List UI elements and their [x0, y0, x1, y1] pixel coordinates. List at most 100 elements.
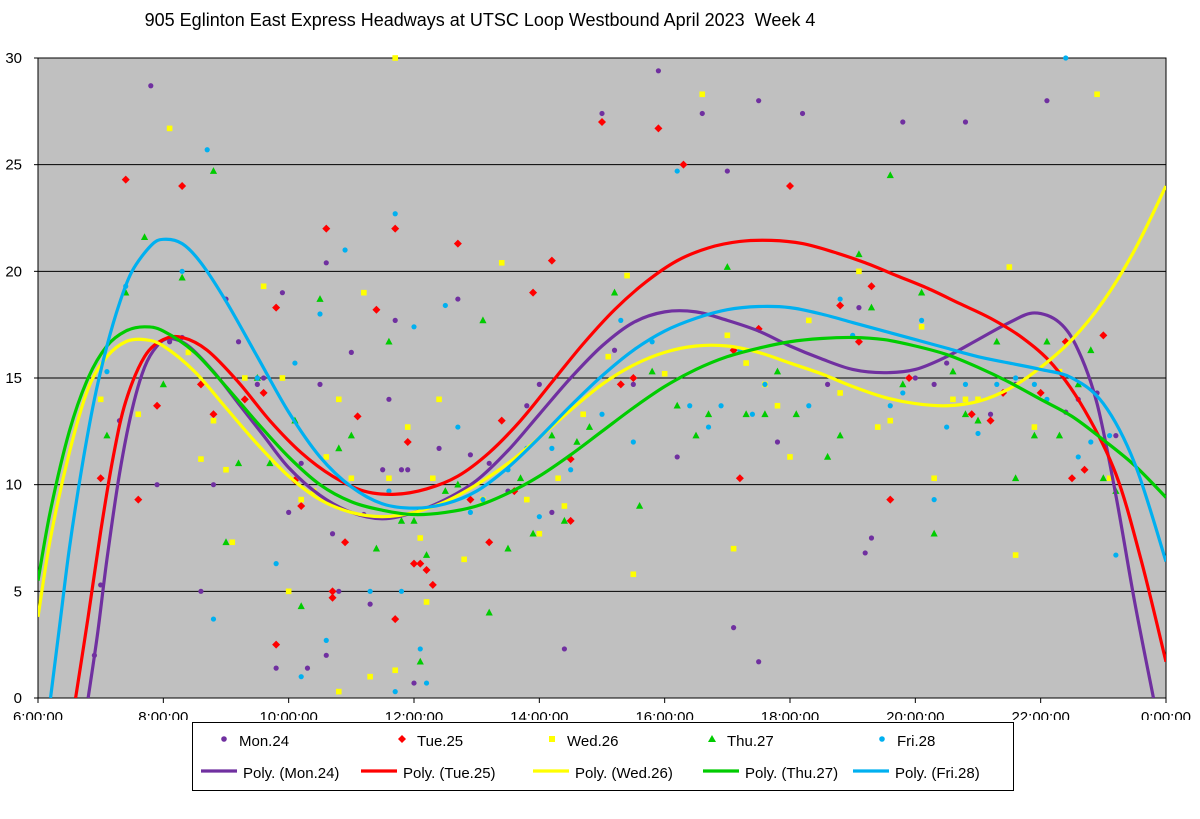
data-point	[931, 475, 937, 482]
data-point	[392, 211, 398, 217]
data-point	[773, 367, 782, 375]
data-point	[210, 417, 217, 424]
data-point	[962, 381, 969, 387]
data-point	[436, 445, 442, 451]
data-point	[549, 509, 555, 515]
series-wed-26	[97, 55, 1113, 695]
data-point	[348, 475, 355, 482]
data-point	[272, 640, 281, 649]
legend-label: Mon.24	[239, 732, 290, 750]
data-point	[242, 375, 248, 381]
x-tick-label: 8:00:00	[138, 709, 188, 720]
data-point	[618, 317, 624, 323]
x-tick-label: 22:00:00	[1011, 709, 1069, 720]
data-point	[423, 680, 430, 686]
data-point	[273, 561, 279, 567]
data-point	[261, 375, 267, 381]
data-point	[856, 268, 862, 275]
data-point	[961, 410, 970, 418]
data-point	[134, 495, 143, 504]
data-point	[298, 674, 304, 680]
data-point	[328, 593, 337, 602]
data-point	[1088, 439, 1094, 445]
data-point	[1031, 424, 1038, 430]
data-point	[825, 381, 831, 387]
y-tick-label: 0	[14, 690, 22, 707]
data-point	[867, 282, 876, 291]
data-point	[598, 118, 606, 126]
data-point	[799, 110, 806, 117]
data-point	[422, 551, 431, 558]
data-point	[699, 110, 705, 117]
data-point	[654, 124, 663, 133]
data-point	[699, 91, 706, 98]
data-point	[397, 516, 406, 524]
data-point	[1106, 475, 1113, 482]
data-point	[774, 402, 781, 409]
data-point	[555, 475, 561, 482]
data-point	[392, 55, 398, 61]
data-point	[975, 430, 981, 437]
data-point	[930, 529, 938, 537]
data-point	[167, 339, 173, 345]
data-point	[605, 353, 612, 360]
data-point	[949, 367, 957, 375]
data-point	[428, 580, 437, 589]
data-point	[342, 247, 348, 253]
data-point	[1099, 474, 1107, 482]
data-point	[422, 566, 431, 574]
data-point	[931, 497, 937, 503]
data-point	[919, 317, 925, 323]
data-point	[286, 509, 292, 515]
legend-label: Wed.26	[567, 732, 619, 750]
data-point	[1099, 331, 1108, 340]
data-point	[1012, 552, 1019, 558]
legend-label: Poly. (Tue.25)	[403, 764, 496, 782]
data-point	[786, 182, 794, 190]
data-point	[240, 395, 249, 404]
data-point	[655, 68, 662, 74]
y-tick-label: 30	[5, 50, 22, 67]
data-point	[1068, 474, 1076, 483]
legend-label: Fri.28	[897, 732, 936, 750]
data-point	[121, 175, 130, 184]
legend-label: Tue.25	[417, 732, 464, 750]
data-point	[386, 396, 392, 402]
data-point	[198, 456, 204, 462]
data-point	[405, 467, 411, 473]
data-point	[862, 550, 868, 556]
data-point	[1043, 337, 1051, 345]
data-point	[692, 431, 700, 439]
data-point	[886, 495, 895, 504]
legend-entry: Poly. (Mon.24)	[201, 757, 339, 789]
data-point	[931, 381, 937, 387]
x-tick-label: 12:00:00	[385, 709, 443, 720]
data-point	[868, 535, 875, 541]
data-point	[367, 588, 373, 594]
data-point	[792, 410, 800, 418]
legend-entry: Wed.26	[543, 725, 618, 757]
data-point	[254, 375, 260, 381]
data-point	[498, 260, 505, 266]
data-point	[630, 439, 636, 445]
trendline-poly-thu-27	[38, 325, 1166, 581]
data-point	[566, 516, 575, 525]
data-point	[1074, 380, 1082, 388]
data-point	[411, 680, 417, 686]
data-point	[561, 503, 568, 509]
data-point	[323, 652, 329, 658]
data-point	[335, 444, 343, 452]
data-point	[630, 571, 637, 578]
x-tick-label: 6:00:00	[13, 709, 63, 720]
data-point	[1013, 375, 1019, 381]
data-point	[385, 337, 393, 345]
data-point	[912, 375, 918, 381]
data-point	[392, 667, 398, 674]
data-point	[416, 559, 425, 568]
data-point	[735, 474, 744, 483]
data-point	[423, 599, 430, 605]
data-point	[548, 431, 556, 439]
data-point	[347, 431, 355, 439]
data-point	[411, 324, 417, 330]
data-point	[410, 559, 418, 568]
